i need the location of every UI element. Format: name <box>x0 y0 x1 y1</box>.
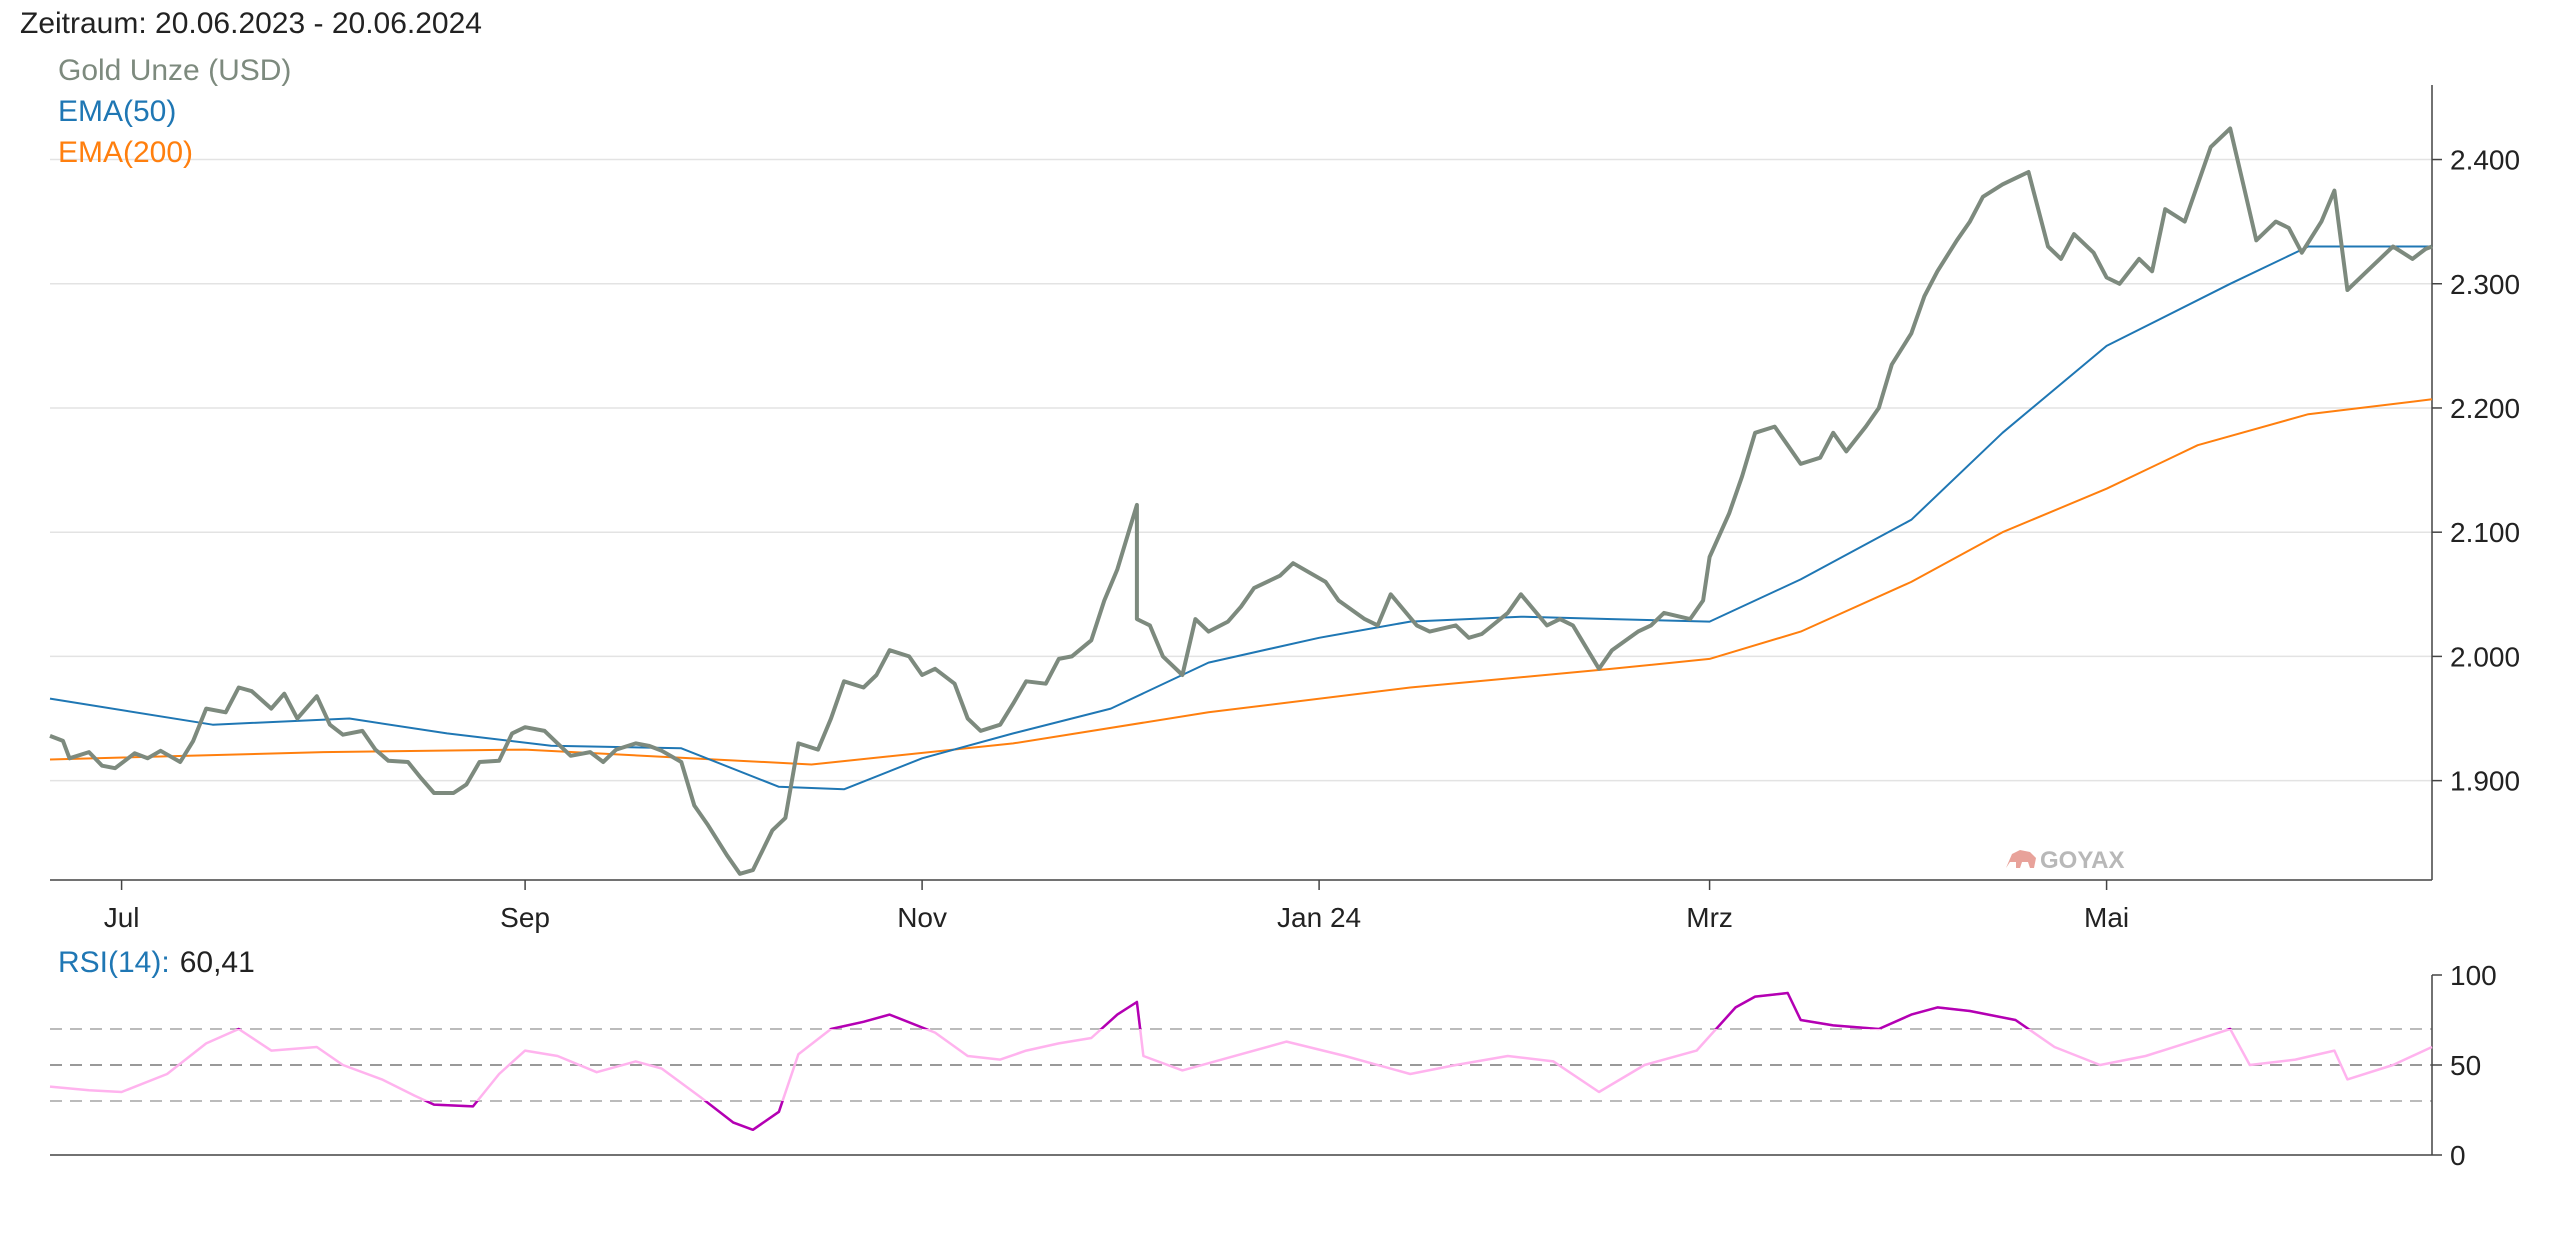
legend-entry: EMA(200) <box>58 136 193 169</box>
y-tick-label: 2.400 <box>2450 145 2520 176</box>
x-tick-label: Mrz <box>1686 902 1733 933</box>
rsi-line <box>49 991 2433 1132</box>
y-tick-label: 2.200 <box>2450 393 2520 424</box>
legend-entry: Gold Unze (USD) <box>58 54 291 87</box>
rsi-line-extreme <box>50 991 2432 1132</box>
rsi-panel: 0 50 100 RSI(14): 60,41 <box>49 946 2497 1171</box>
y-tick-label: 2.000 <box>2450 641 2520 672</box>
x-tick-label: Mai <box>2084 902 2129 933</box>
x-tick-label: Nov <box>897 902 947 933</box>
y-tick-label: 2.300 <box>2450 269 2520 300</box>
x-tick-label: Sep <box>500 902 550 933</box>
y-tick-label: 1.900 <box>2450 766 2520 797</box>
ema50-line <box>49 245 2432 791</box>
goyax-logo <box>2006 850 2036 868</box>
rsi-label-name: RSI(14): <box>58 946 170 979</box>
x-tick-label: Jan 24 <box>1277 902 1361 933</box>
gold-price-line <box>49 126 2433 876</box>
rsi-y-tick-label: 0 <box>2450 1140 2466 1171</box>
legend-entry: EMA(50) <box>58 95 176 128</box>
y-tick-label: 2.100 <box>2450 517 2520 548</box>
ema200-line <box>49 398 2433 766</box>
watermark: GOYAX <box>2040 847 2124 874</box>
x-tick-label: Jul <box>104 902 140 933</box>
rsi-label-value: 60,41 <box>180 946 255 979</box>
rsi-label: RSI(14): 60,41 <box>58 946 255 979</box>
bull-icon <box>2006 850 2036 868</box>
price-panel: 1.900 2.000 2.100 2.200 2.300 2.400 Jul Sep Nov J… <box>49 54 2520 933</box>
rsi-y-tick-label: 50 <box>2450 1050 2481 1081</box>
period-label: Zeitraum: 20.06.2023 - 20.06.2024 <box>20 7 482 40</box>
rsi-y-tick-label: 100 <box>2450 960 2497 991</box>
